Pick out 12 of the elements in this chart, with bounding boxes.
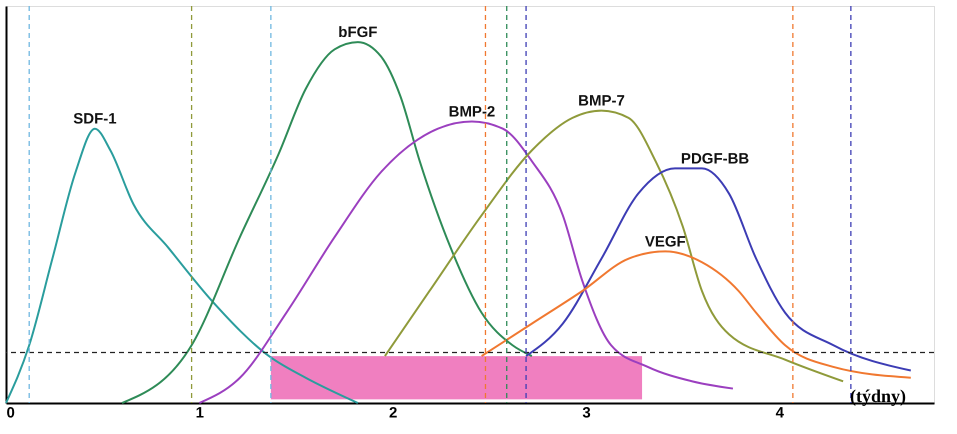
x-tick-label: 1 [196,404,204,422]
x-axis-title: (týdny) [850,386,906,406]
x-tick-label: 4 [776,404,785,422]
x-tick-label: 2 [388,404,398,422]
series-label: PDGF-BB [680,150,750,168]
x-tick-label: 0 [6,404,15,422]
series-label: bFGF [338,24,378,42]
x-tick-label: 3 [582,404,591,422]
series-label: BMP-2 [448,103,496,120]
series-label: BMP-7 [578,92,625,110]
series-label: VEGF [644,233,686,250]
series-label: SDF-1 [73,110,117,128]
